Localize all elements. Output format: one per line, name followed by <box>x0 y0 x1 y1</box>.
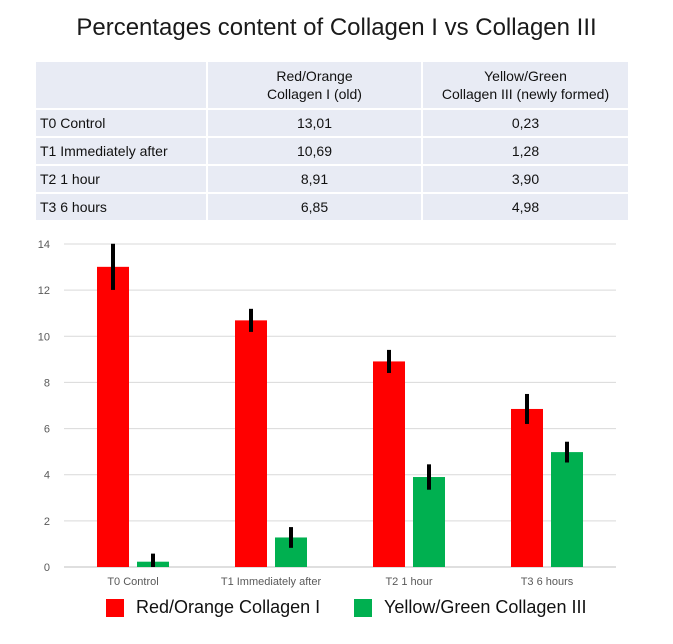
bar <box>511 408 543 567</box>
data-table: Red/Orange Collagen I (old) Yellow/Green… <box>34 60 630 222</box>
header-collagen-i-line2: Collagen I (old) <box>267 86 362 102</box>
collagen-i-value: 6,85 <box>206 192 423 222</box>
bar <box>413 477 445 567</box>
row-label: T2 1 hour <box>34 164 208 194</box>
legend-label-collagen-i: Red/Orange Collagen I <box>136 597 321 617</box>
x-tick-label: T2 1 hour <box>385 576 432 588</box>
table-row: T1 Immediately after 10,69 1,28 <box>34 136 630 166</box>
collagen-iii-value: 1,28 <box>421 136 630 166</box>
bar-chart: 0 2 4 6 8 10 12 14 T0 Control T1 Immediately afte… <box>38 239 616 588</box>
header-collagen-i: Red/Orange Collagen I (old) <box>206 60 423 110</box>
table-header-row: Red/Orange Collagen I (old) Yellow/Green… <box>34 60 630 110</box>
row-label: T3 6 hours <box>34 192 208 222</box>
y-tick-label: 10 <box>38 331 50 343</box>
collagen-iii-value: 4,98 <box>421 192 630 222</box>
y-tick-label: 0 <box>44 562 50 574</box>
header-collagen-iii-line2: Collagen III (newly formed) <box>441 86 610 102</box>
header-collagen-iii-line1: Yellow/Green <box>484 68 567 84</box>
bar <box>235 320 267 567</box>
collagen-iii-value: 3,90 <box>421 164 630 194</box>
table-row: T3 6 hours 6,85 4,98 <box>34 192 630 222</box>
collagen-i-value: 13,01 <box>206 108 423 138</box>
y-tick-label: 4 <box>44 470 50 482</box>
row-label: T1 Immediately after <box>34 136 208 166</box>
y-tick-label: 14 <box>38 239 50 251</box>
table-row: T0 Control 13,01 0,23 <box>34 108 630 138</box>
x-tick-label: T1 Immediately after <box>221 576 322 588</box>
bar <box>97 266 129 567</box>
bar <box>373 361 405 567</box>
header-collagen-i-line1: Red/Orange <box>276 68 353 84</box>
chart-legend: Red/Orange Collagen I Yellow/Green Colla… <box>0 597 673 623</box>
bar <box>551 452 583 567</box>
table-row: T2 1 hour 8,91 3,90 <box>34 164 630 194</box>
x-tick-label: T0 Control <box>107 576 158 588</box>
y-tick-label: 12 <box>38 285 50 297</box>
y-tick-label: 6 <box>44 424 50 436</box>
legend-item-collagen-i: Red/Orange Collagen I <box>106 597 320 618</box>
chart-title: Percentages content of Collagen I vs Col… <box>76 14 597 41</box>
y-tick-label: 8 <box>44 377 50 389</box>
legend-swatch-collagen-i <box>106 598 124 617</box>
header-collagen-iii: Yellow/Green Collagen III (newly formed) <box>421 60 630 110</box>
collagen-i-value: 8,91 <box>206 164 423 194</box>
table-corner-cell <box>34 60 208 110</box>
legend-label-collagen-iii: Yellow/Green Collagen III <box>384 597 587 617</box>
collagen-iii-value: 0,23 <box>421 108 630 138</box>
legend-swatch-collagen-iii <box>354 598 372 617</box>
y-tick-label: 2 <box>44 516 50 528</box>
collagen-i-value: 10,69 <box>206 136 423 166</box>
row-label: T0 Control <box>34 108 208 138</box>
legend-item-collagen-iii: Yellow/Green Collagen III <box>354 597 586 618</box>
x-tick-label: T3 6 hours <box>521 576 574 588</box>
